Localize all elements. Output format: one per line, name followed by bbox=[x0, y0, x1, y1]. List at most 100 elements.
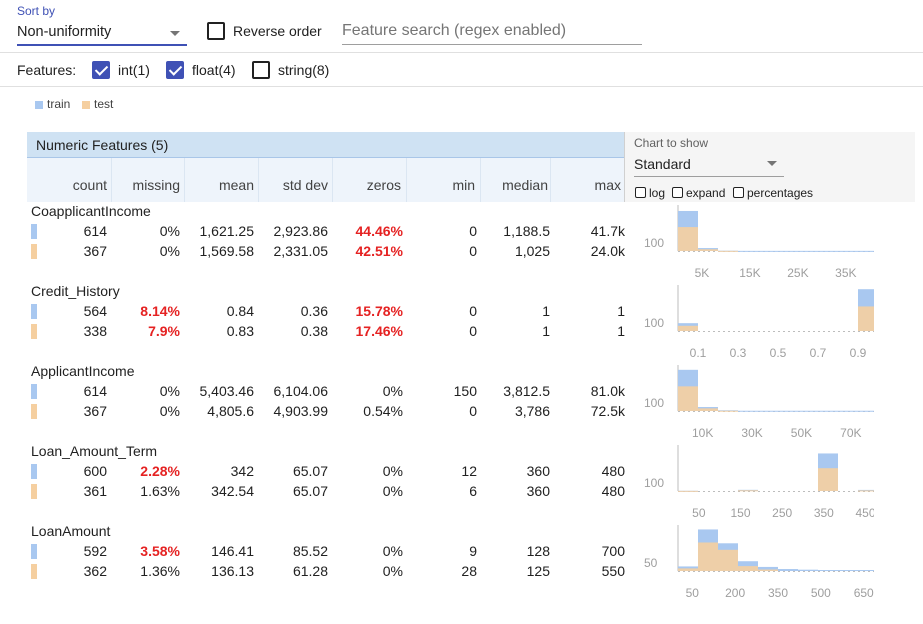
sort-by-dropdown[interactable]: Non-uniformity bbox=[17, 20, 187, 48]
checkbox-box[interactable] bbox=[672, 187, 683, 198]
histogram-ApplicantIncome: 100 10K 30K 50K 70K bbox=[644, 365, 874, 440]
bar-test bbox=[858, 490, 874, 492]
column-header-row bbox=[27, 158, 624, 202]
feature-name: LoanAmount bbox=[31, 523, 111, 539]
cell-count: 361 bbox=[83, 483, 107, 499]
legend-train-swatch bbox=[35, 101, 43, 109]
train-indicator bbox=[31, 304, 37, 319]
cell-max: 480 bbox=[601, 463, 625, 479]
x-tick-label: 10K bbox=[692, 426, 713, 440]
cell-median: 125 bbox=[526, 563, 550, 579]
bar-test bbox=[678, 568, 698, 571]
cell-count: 592 bbox=[83, 543, 107, 559]
filter-string-checkbox[interactable]: string(8) bbox=[252, 61, 337, 81]
cell-mean: 1,621.25 bbox=[199, 223, 255, 239]
bar-test bbox=[738, 490, 758, 492]
bar-train bbox=[798, 569, 818, 571]
y-tick-label: 100 bbox=[644, 236, 664, 250]
x-tick-label: 15K bbox=[739, 266, 760, 280]
bar-test bbox=[698, 542, 718, 571]
column-header-max[interactable]: max bbox=[594, 177, 621, 193]
col-median-cell bbox=[481, 158, 551, 202]
column-header-zeros[interactable]: zeros bbox=[366, 177, 401, 193]
histogram-Credit_History: 100 0.1 0.3 0.5 0.7 0.9 bbox=[644, 285, 874, 360]
column-header-median[interactable]: median bbox=[502, 177, 548, 193]
column-header-missing[interactable]: missing bbox=[132, 177, 180, 193]
cell-count: 338 bbox=[83, 323, 107, 339]
bar-test bbox=[718, 410, 738, 412]
test-indicator bbox=[31, 564, 37, 579]
filter-int-label: int(1) bbox=[118, 62, 150, 78]
column-header-min[interactable]: min bbox=[452, 177, 475, 193]
table-title: Numeric Features (5) bbox=[36, 137, 169, 153]
cell-zeros: 0% bbox=[382, 483, 403, 499]
cell-median: 1 bbox=[542, 323, 550, 339]
sort-underline bbox=[17, 44, 187, 46]
cell-std: 0.38 bbox=[300, 323, 328, 339]
column-header-mean[interactable]: mean bbox=[218, 177, 254, 193]
cell-zeros: 0.54% bbox=[363, 403, 403, 419]
x-tick-label: 500 bbox=[811, 586, 831, 600]
x-tick-label: 30K bbox=[741, 426, 762, 440]
percentages-label: percentages bbox=[747, 186, 814, 200]
cell-min: 6 bbox=[469, 483, 477, 499]
cell-count: 614 bbox=[83, 383, 107, 399]
legend-train-label: train bbox=[47, 97, 71, 111]
cell-median: 1,025 bbox=[514, 243, 550, 259]
percentages-checkbox[interactable]: percentages bbox=[733, 186, 817, 200]
cell-std: 4,903.99 bbox=[273, 403, 329, 419]
cell-count: 564 bbox=[83, 303, 107, 319]
cell-zeros: 17.46% bbox=[355, 323, 403, 339]
cell-mean: 342 bbox=[230, 463, 254, 479]
expand-label: expand bbox=[686, 186, 726, 200]
cell-median: 3,812.5 bbox=[503, 383, 550, 399]
x-tick-label: 0.3 bbox=[730, 346, 747, 360]
cell-max: 550 bbox=[601, 563, 625, 579]
feature-name: Loan_Amount_Term bbox=[31, 443, 158, 459]
cell-min: 9 bbox=[469, 543, 477, 559]
check-icon[interactable] bbox=[92, 61, 110, 79]
chevron-down-icon bbox=[767, 161, 777, 166]
cell-mean: 136.13 bbox=[211, 563, 254, 579]
cell-min: 0 bbox=[469, 403, 477, 419]
histogram-Loan_Amount_Term: 100 50 150 250 350 450 bbox=[644, 445, 874, 520]
cell-std: 2,331.05 bbox=[273, 243, 329, 259]
search-underline bbox=[342, 44, 642, 45]
expand-checkbox[interactable]: expand bbox=[672, 186, 730, 200]
bar-test bbox=[678, 490, 698, 492]
cell-max: 1 bbox=[617, 303, 625, 319]
check-icon[interactable] bbox=[166, 61, 184, 79]
checkbox-box[interactable] bbox=[252, 61, 270, 79]
cell-missing: 8.14% bbox=[140, 303, 180, 319]
cell-count: 614 bbox=[83, 223, 107, 239]
bar-test bbox=[818, 468, 838, 491]
chart-to-show-dropdown[interactable]: Standard bbox=[634, 152, 784, 178]
log-checkbox[interactable]: log bbox=[635, 186, 669, 200]
feature-name: Credit_History bbox=[31, 283, 120, 299]
features-label: Features: bbox=[17, 62, 77, 78]
x-tick-label: 0.5 bbox=[770, 346, 787, 360]
sort-value: Non-uniformity bbox=[17, 24, 112, 40]
reverse-order-box[interactable] bbox=[207, 22, 225, 40]
bar-train bbox=[738, 561, 758, 571]
checkbox-box[interactable] bbox=[733, 187, 744, 198]
bar-test bbox=[698, 408, 718, 411]
reverse-order-checkbox[interactable]: Reverse order bbox=[207, 22, 327, 42]
cell-median: 360 bbox=[526, 463, 550, 479]
cell-min: 12 bbox=[461, 463, 477, 479]
toolbar: Sort by Non-uniformity Reverse order Fea… bbox=[0, 0, 923, 53]
cell-missing: 0% bbox=[159, 243, 180, 259]
filter-int-checkbox[interactable]: int(1) bbox=[92, 61, 162, 81]
x-tick-label: 70K bbox=[840, 426, 861, 440]
column-header-count[interactable]: count bbox=[72, 177, 107, 193]
filter-float-checkbox[interactable]: float(4) bbox=[166, 61, 246, 81]
cell-min: 0 bbox=[469, 223, 477, 239]
cell-std: 2,923.86 bbox=[273, 223, 329, 239]
x-tick-label: 450 bbox=[855, 506, 874, 520]
feature-search-input[interactable]: Feature search (regex enabled) bbox=[342, 22, 567, 39]
cell-missing: 7.9% bbox=[148, 323, 180, 339]
checkbox-box[interactable] bbox=[635, 187, 646, 198]
cell-missing: 3.58% bbox=[140, 543, 180, 559]
bar-train bbox=[738, 250, 874, 252]
column-header-std-dev[interactable]: std dev bbox=[282, 177, 328, 193]
